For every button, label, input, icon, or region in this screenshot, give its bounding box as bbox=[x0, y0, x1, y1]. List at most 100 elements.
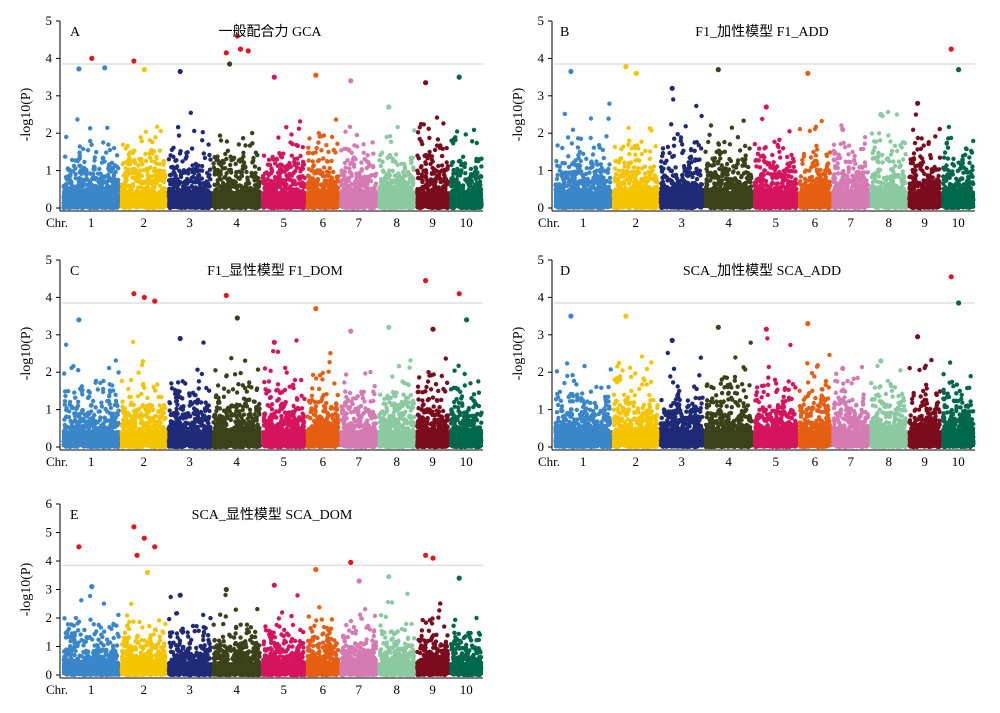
chromosome-label: 10 bbox=[952, 215, 965, 230]
y-tick-label: 1 bbox=[46, 402, 53, 417]
data-point-chr6 bbox=[313, 73, 318, 78]
chromosome-label: 2 bbox=[632, 454, 639, 469]
chromosome-label: 3 bbox=[678, 454, 685, 469]
data-point-chr9 bbox=[430, 556, 435, 561]
data-point-chr7 bbox=[357, 578, 362, 583]
data-point-chr1 bbox=[102, 65, 107, 70]
chromosome-label: 10 bbox=[460, 454, 473, 469]
chromosome-label: 8 bbox=[886, 454, 893, 469]
y-tick-label: 5 bbox=[538, 252, 545, 267]
chromosome-label: 1 bbox=[88, 682, 95, 697]
chromosome-label: 1 bbox=[580, 454, 587, 469]
chromosome-label: 1 bbox=[580, 215, 587, 230]
data-point-chr4 bbox=[227, 61, 232, 66]
data-point-chr6 bbox=[313, 567, 318, 572]
chromosome-label: 2 bbox=[140, 454, 147, 469]
data-point-chr6 bbox=[805, 71, 810, 76]
data-point-chr5 bbox=[272, 340, 277, 345]
chromosome-label: 3 bbox=[678, 215, 685, 230]
y-tick-label: 4 bbox=[46, 553, 53, 568]
y-axis-label: -log10(P) bbox=[511, 87, 526, 141]
chromosome-label: 6 bbox=[812, 215, 819, 230]
chromosome-label: 2 bbox=[140, 215, 147, 230]
data-point-chr10 bbox=[949, 47, 954, 52]
panel-letter: A bbox=[70, 25, 81, 40]
data-point-chr3 bbox=[178, 336, 183, 341]
manhattan-figure: 012345Chr. 1 2 3 4 5 6 7 8 9 10-log10(P)A 一般配合力 GCA… bbox=[0, 0, 1000, 713]
data-point-chr1 bbox=[568, 69, 573, 74]
data-point-chr3 bbox=[178, 69, 183, 74]
data-point-chr7 bbox=[348, 78, 353, 83]
chromosome-label: 5 bbox=[280, 215, 287, 230]
y-axis-label: -log10(P) bbox=[19, 562, 34, 616]
data-point-chr2 bbox=[131, 291, 136, 296]
data-point-chr2 bbox=[152, 299, 157, 304]
data-point-chr9 bbox=[423, 278, 428, 283]
data-point-chr10 bbox=[949, 274, 954, 279]
y-tick-label: 2 bbox=[46, 364, 53, 379]
y-axis-label: -log10(P) bbox=[511, 326, 526, 380]
chromosome-label: 5 bbox=[772, 215, 779, 230]
y-tick-label: 1 bbox=[46, 639, 53, 654]
chromosome-label: 3 bbox=[186, 215, 193, 230]
y-tick-label: 2 bbox=[46, 610, 53, 625]
y-tick-label: 5 bbox=[538, 13, 545, 28]
chromosome-label: 2 bbox=[140, 682, 147, 697]
data-point-chr3 bbox=[670, 86, 675, 91]
data-point-chr7 bbox=[840, 366, 845, 371]
chromosome-label: 3 bbox=[186, 454, 193, 469]
chromosome-label: 3 bbox=[186, 682, 193, 697]
data-point-chr2 bbox=[152, 544, 157, 549]
data-point-chr1 bbox=[89, 56, 94, 61]
y-tick-label: 5 bbox=[46, 525, 53, 540]
data-point-chr2 bbox=[142, 67, 147, 72]
data-point-chr4 bbox=[224, 293, 229, 298]
data-point-chr4 bbox=[224, 50, 229, 55]
data-point-chr10 bbox=[956, 67, 961, 72]
y-tick-label: 4 bbox=[538, 50, 545, 65]
data-point-chr10 bbox=[956, 300, 961, 305]
chromosome-label: 8 bbox=[394, 454, 401, 469]
chromosome-label: 4 bbox=[725, 454, 732, 469]
chromosome-label: 9 bbox=[429, 682, 436, 697]
data-point-chr2 bbox=[131, 58, 136, 63]
chromosome-label: 8 bbox=[886, 215, 893, 230]
background-points bbox=[61, 111, 483, 211]
background-points bbox=[62, 592, 484, 678]
data-point-chr2 bbox=[142, 295, 147, 300]
chromosome-label: 7 bbox=[355, 454, 362, 469]
chromosome-label: 4 bbox=[233, 682, 240, 697]
data-point-chr5 bbox=[272, 583, 277, 588]
data-point-chr2 bbox=[145, 570, 150, 575]
data-point-chr9 bbox=[915, 334, 920, 339]
panel-title: F1_加性模型 F1_ADD bbox=[695, 24, 828, 40]
chromosome-label: 7 bbox=[355, 215, 362, 230]
x-axis-label: Chr. bbox=[46, 454, 68, 469]
data-point-chr5 bbox=[272, 75, 277, 80]
chromosome-label: 6 bbox=[320, 454, 327, 469]
data-point-chr6 bbox=[805, 321, 810, 326]
y-axis-label: -log10(P) bbox=[19, 87, 34, 141]
y-tick-label: 4 bbox=[46, 289, 53, 304]
data-point-chr1 bbox=[76, 66, 81, 71]
data-point-chr8 bbox=[386, 325, 391, 330]
panel-title: SCA_加性模型 SCA_ADD bbox=[683, 263, 841, 279]
y-tick-label: 0 bbox=[46, 439, 53, 454]
data-point-chr5 bbox=[764, 327, 769, 332]
data-point-chr6 bbox=[313, 306, 318, 311]
chromosome-label: 9 bbox=[429, 215, 436, 230]
data-point-chr4 bbox=[235, 315, 240, 320]
chromosome-label: 4 bbox=[725, 215, 732, 230]
y-tick-label: 0 bbox=[538, 200, 545, 215]
y-tick-label: 5 bbox=[46, 252, 53, 267]
y-tick-label: 2 bbox=[538, 125, 545, 140]
chromosome-label: 2 bbox=[632, 215, 639, 230]
y-tick-label: 1 bbox=[538, 163, 545, 178]
y-tick-label: 3 bbox=[46, 582, 53, 597]
chromosome-label: 1 bbox=[88, 454, 95, 469]
chromosome-label: 8 bbox=[394, 215, 401, 230]
chromosome-label: 5 bbox=[772, 454, 779, 469]
